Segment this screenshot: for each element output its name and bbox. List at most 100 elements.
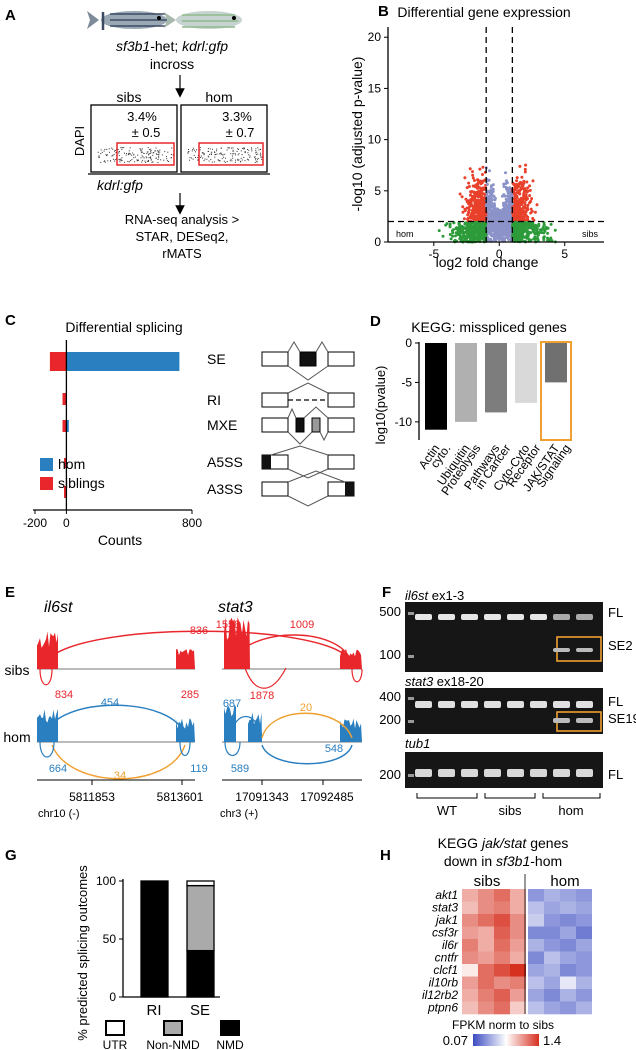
volcano-point [490, 205, 494, 209]
volcano-point [498, 223, 501, 227]
volcano-point [519, 201, 523, 205]
volcano-point [483, 222, 487, 226]
mxe-schematic [261, 406, 355, 445]
facs-dot [111, 155, 113, 157]
volcano-point [477, 205, 481, 209]
hom-label: hom [205, 89, 232, 105]
heatmap-cell [478, 901, 494, 915]
volcano-point [524, 163, 528, 167]
splicing-bar-siblings [64, 458, 67, 468]
facs-dot [226, 149, 228, 151]
gel-ladder [408, 720, 414, 723]
facs-dot [223, 160, 225, 162]
volcano-point [480, 179, 484, 183]
outcome-bar-nmd [140, 880, 169, 998]
facs-dot [202, 152, 204, 154]
volcano-point [476, 178, 480, 182]
facs-dot [156, 154, 158, 155]
facs-dot [155, 150, 157, 152]
facs-plot-hom [180, 104, 268, 173]
volcano-point [496, 215, 500, 219]
facs-dot [237, 158, 239, 160]
volcano-point [489, 217, 493, 221]
facs-dot [197, 159, 199, 161]
het-text: -het; [150, 38, 182, 54]
facs-dot [255, 150, 257, 152]
facs-dot [200, 155, 202, 157]
heatmap-cell [560, 989, 576, 1002]
facs-dot [255, 158, 257, 159]
facs-dot [224, 153, 226, 155]
volcano-point [527, 237, 531, 241]
facs-dot [128, 153, 130, 155]
heatmap-gene-label: cntfr [435, 951, 459, 965]
heatmap-gene-label: il6r [442, 938, 459, 952]
kegg-y-label: log10(pvalue) [373, 366, 388, 445]
facs-dot [199, 147, 201, 149]
facs-dot [129, 147, 131, 149]
volcano-point [463, 207, 467, 211]
heatmap-cell [544, 889, 560, 902]
facs-dot [146, 157, 148, 159]
facs-dot [249, 155, 251, 157]
facs-dot [114, 159, 116, 161]
facs-dot [254, 156, 256, 158]
facs-dot [256, 161, 258, 163]
volcano-point [472, 227, 476, 231]
volcano-y-label: -log10 (adjusted p-value) [349, 57, 365, 212]
kdrl-gfp-italic: kdrl:gfp [182, 38, 228, 54]
volcano-point [536, 238, 540, 241]
heatmap-gene-label: clcf1 [433, 963, 458, 977]
heatmap-col-sibs: sibs [474, 873, 501, 890]
volcano-point [456, 231, 460, 235]
volcano-point [493, 198, 497, 202]
gel-band-tub1 [415, 769, 432, 777]
volcano-point [520, 181, 523, 185]
hom-percent: 3.3% [222, 109, 252, 124]
volcano-point [516, 209, 520, 213]
volcano-point [525, 180, 529, 184]
heatmap-cell [528, 889, 544, 902]
facs-dot [114, 150, 116, 152]
heatmap-cell [462, 901, 478, 915]
gate-box-sibs [116, 142, 175, 166]
heatmap-cell [544, 964, 560, 977]
volcano-point [492, 238, 496, 242]
facs-dot [159, 151, 161, 153]
heatmap-cell [576, 951, 592, 965]
volcano-point [471, 170, 474, 174]
heatmap-cell [544, 939, 560, 952]
heatmap-cell [528, 914, 544, 927]
volcano-point [497, 232, 501, 236]
volcano-point [475, 202, 479, 206]
facs-dot [218, 160, 220, 162]
heatmap-cell [478, 964, 494, 977]
row-label-sibs: sibs [5, 662, 30, 678]
facs-dot [141, 155, 143, 157]
gel2-gene: stat3 [405, 674, 434, 689]
heatmap-gene-label: akt1 [435, 888, 458, 902]
heatmap-cell [494, 951, 510, 965]
gel-band-stat3-fl [415, 701, 432, 708]
volcano-point [460, 195, 464, 199]
facs-dot [206, 158, 208, 160]
facs-dot [229, 147, 231, 149]
gel2-marker-400: 400 [379, 689, 401, 704]
facs-dot [145, 156, 147, 158]
facs-dot [119, 161, 121, 163]
facs-dot [157, 159, 159, 160]
heatmap-gene-label: jak1 [434, 913, 458, 927]
splicing-x-label: Counts [98, 532, 142, 548]
volcano-point [515, 176, 519, 180]
gel-band-il6st-fl [484, 614, 501, 620]
heatmap-cell [494, 1001, 510, 1015]
volcano-x-tick-label: 0 [496, 247, 503, 261]
volcano-point [523, 225, 527, 229]
volcano-point [470, 213, 474, 217]
volcano-point [495, 220, 499, 224]
legend-nmd-label: NMD [216, 1038, 244, 1050]
volcano-point [514, 199, 518, 203]
facs-dot [203, 154, 205, 156]
heatmap-cell [478, 926, 494, 940]
gel3-fl-label: FL [608, 767, 623, 782]
